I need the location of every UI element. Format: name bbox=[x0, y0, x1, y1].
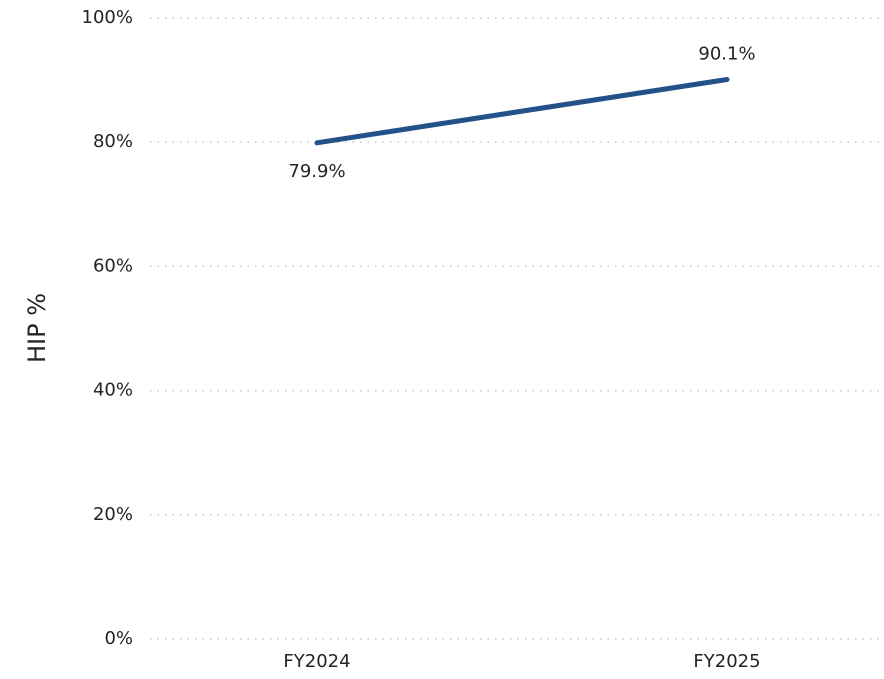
y-tick-label: 20% bbox=[93, 504, 133, 525]
y-tick-label: 60% bbox=[93, 255, 133, 276]
data-label: 90.1% bbox=[698, 43, 755, 64]
line bbox=[314, 76, 730, 146]
data-label: 79.9% bbox=[288, 161, 345, 182]
y-tick-label: 100% bbox=[82, 7, 133, 28]
y-tick-label: 40% bbox=[93, 380, 133, 401]
x-tick-label: FY2025 bbox=[693, 651, 760, 672]
x-tick-label: FY2024 bbox=[283, 651, 350, 672]
y-tick-label: 80% bbox=[93, 131, 133, 152]
y-axis-title: HIP % bbox=[23, 293, 51, 363]
y-tick-label: 0% bbox=[104, 628, 133, 649]
